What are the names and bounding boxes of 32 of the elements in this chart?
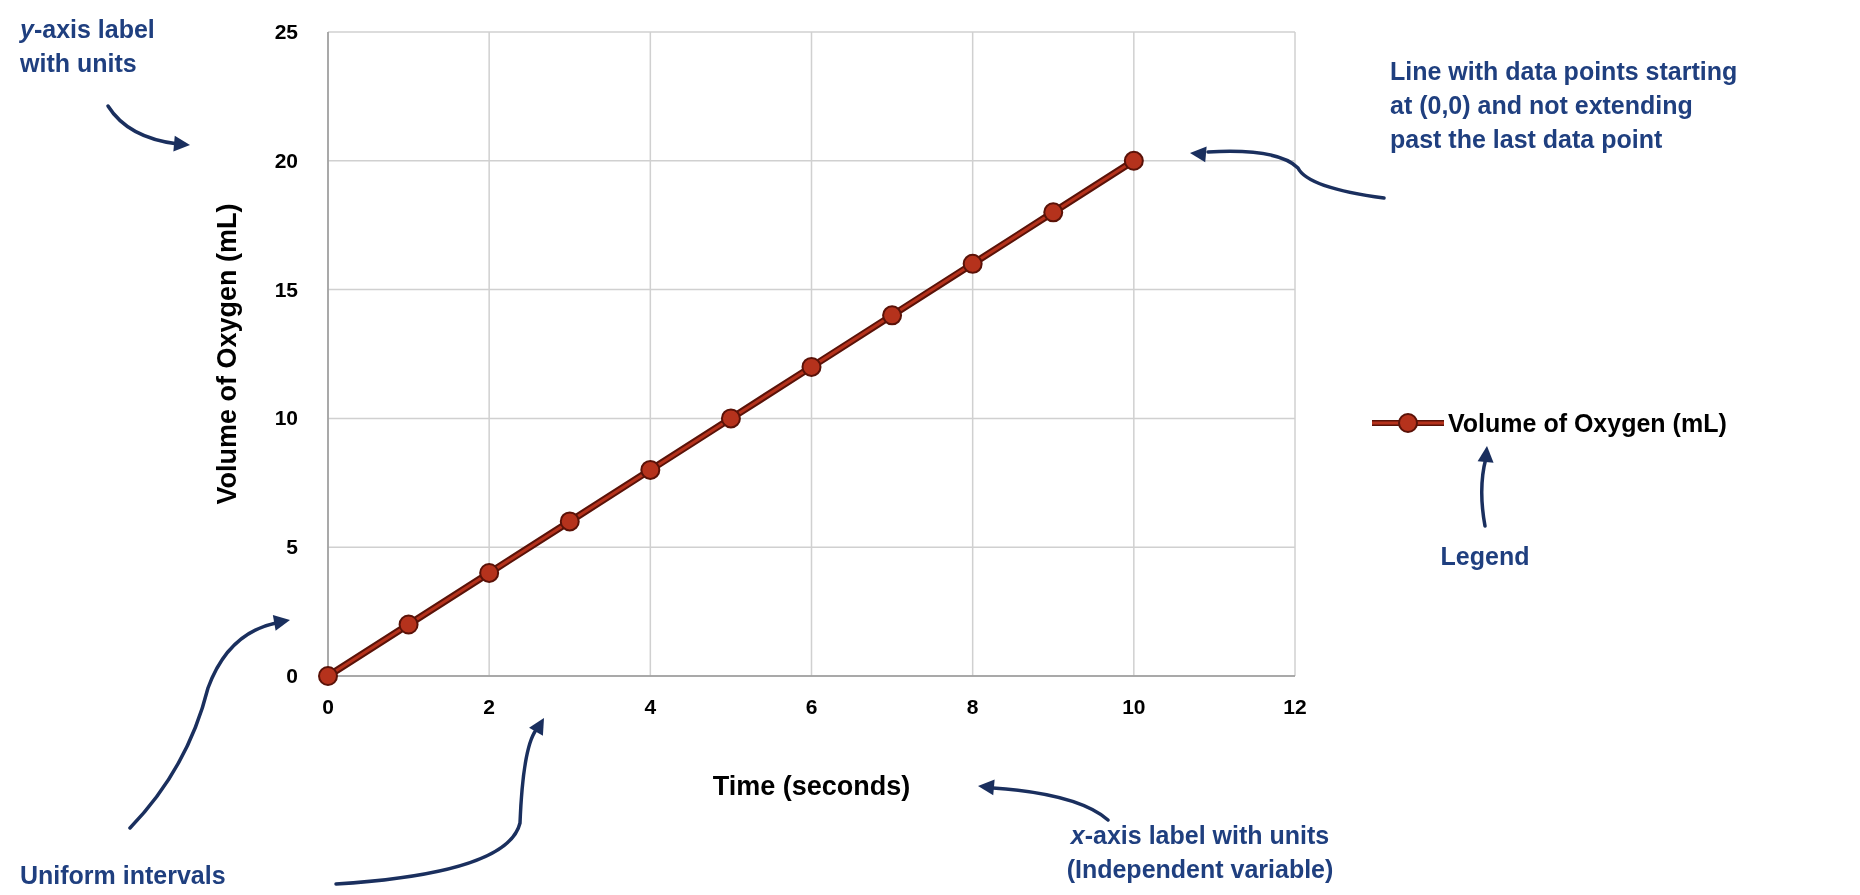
point bbox=[559, 511, 580, 532]
point bbox=[318, 666, 338, 686]
point bbox=[479, 562, 500, 583]
point bbox=[398, 614, 419, 635]
x-tick-label: 6 bbox=[805, 695, 818, 718]
point bbox=[640, 459, 661, 480]
x-tick-label: 12 bbox=[1283, 695, 1307, 718]
point bbox=[1043, 202, 1064, 223]
y-tick-label: 15 bbox=[274, 277, 299, 301]
point bbox=[1123, 150, 1144, 171]
legend-label: Volume of Oxygen (mL) bbox=[1448, 409, 1727, 437]
x-tick-label: 4 bbox=[644, 695, 657, 718]
point bbox=[720, 408, 741, 429]
text: Uniform intervals bbox=[20, 861, 226, 889]
text: Line with data points starting at (0,0) and not extending past the last data point bbox=[1390, 57, 1738, 153]
text: Legend bbox=[1440, 542, 1530, 570]
point bbox=[882, 305, 903, 326]
point bbox=[962, 253, 983, 274]
x-tick-label: 10 bbox=[1122, 695, 1146, 718]
y-tick-label: 5 bbox=[286, 535, 299, 559]
x-axis-title: Time (seconds) bbox=[712, 771, 911, 801]
y-axis-title: Volume of Oxygen (mL) bbox=[212, 203, 242, 505]
y-tick-label: 20 bbox=[274, 148, 298, 172]
text: x-axis label with units (Independent variable) bbox=[1066, 821, 1334, 883]
y-tick-label: 25 bbox=[274, 20, 299, 43]
text: y-axis label with units bbox=[18, 15, 155, 77]
point bbox=[801, 356, 822, 377]
y-tick-label: 10 bbox=[274, 406, 298, 430]
x-tick-label: 8 bbox=[966, 695, 979, 718]
y-tick-label: 0 bbox=[286, 664, 298, 687]
x-tick-label: 2 bbox=[483, 695, 496, 718]
x-tick-label: 0 bbox=[322, 695, 334, 718]
